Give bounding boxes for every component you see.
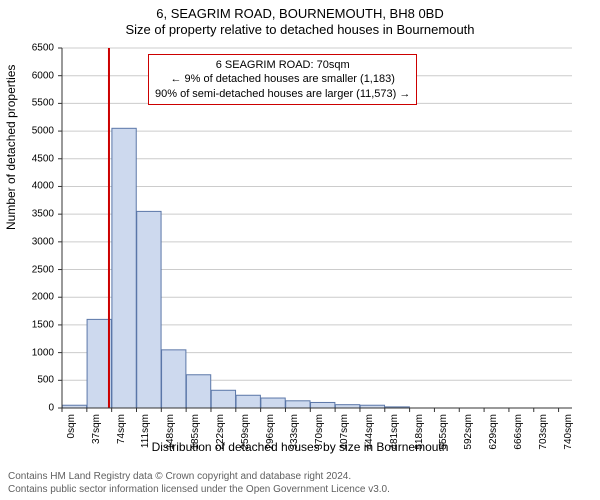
xtick-label: 481sqm <box>389 414 400 464</box>
xtick-label: 518sqm <box>414 414 425 464</box>
xtick-label: 703sqm <box>538 414 549 464</box>
xtick-label: 259sqm <box>240 414 251 464</box>
xtick-label: 222sqm <box>215 414 226 464</box>
xtick-label: 592sqm <box>463 414 474 464</box>
ytick-label: 4500 <box>32 153 54 164</box>
title-line-1: 6, SEAGRIM ROAD, BOURNEMOUTH, BH8 0BD <box>0 6 600 22</box>
ytick-label: 500 <box>37 375 54 386</box>
footer-line-2: Contains public sector information licen… <box>8 484 390 497</box>
xtick-label: 0sqm <box>66 414 77 464</box>
title-block: 6, SEAGRIM ROAD, BOURNEMOUTH, BH8 0BD Si… <box>0 0 600 39</box>
xtick-label: 370sqm <box>314 414 325 464</box>
ytick-label: 1000 <box>32 347 54 358</box>
ytick-label: 0 <box>48 403 54 414</box>
xtick-label: 666sqm <box>513 414 524 464</box>
xtick-label: 185sqm <box>190 414 201 464</box>
title-line-2: Size of property relative to detached ho… <box>0 22 600 38</box>
ytick-label: 2500 <box>32 264 54 275</box>
xtick-label: 333sqm <box>289 414 300 464</box>
ytick-label: 4000 <box>32 181 54 192</box>
chart-container: 6, SEAGRIM ROAD, BOURNEMOUTH, BH8 0BD Si… <box>0 0 600 500</box>
xtick-label: 629sqm <box>488 414 499 464</box>
xtick-label: 444sqm <box>364 414 375 464</box>
xtick-label: 148sqm <box>165 414 176 464</box>
annotation-line-1: 6 SEAGRIM ROAD: 70sqm <box>155 58 410 72</box>
ytick-label: 6500 <box>32 43 54 54</box>
ytick-label: 1500 <box>32 319 54 330</box>
ytick-label: 5500 <box>32 98 54 109</box>
xtick-label: 37sqm <box>91 414 102 464</box>
y-axis-label: Number of detached properties <box>4 65 18 230</box>
xtick-label: 555sqm <box>438 414 449 464</box>
ytick-label: 3000 <box>32 236 54 247</box>
ytick-label: 5000 <box>32 126 54 137</box>
annotation-line-2: ← 9% of detached houses are smaller (1,1… <box>155 72 410 86</box>
annotation-line-3: 90% of semi-detached houses are larger (… <box>155 87 410 101</box>
x-axis-label: Distribution of detached houses by size … <box>0 440 600 454</box>
ytick-label: 2000 <box>32 292 54 303</box>
xtick-label: 296sqm <box>265 414 276 464</box>
ytick-label: 6000 <box>32 70 54 81</box>
xtick-label: 740sqm <box>563 414 574 464</box>
footer-attribution: Contains HM Land Registry data © Crown c… <box>8 471 390 496</box>
ytick-label: 3500 <box>32 209 54 220</box>
xtick-label: 74sqm <box>116 414 127 464</box>
chart-area: 6 SEAGRIM ROAD: 70sqm ← 9% of detached h… <box>62 48 572 408</box>
xtick-label: 407sqm <box>339 414 350 464</box>
footer-line-1: Contains HM Land Registry data © Crown c… <box>8 471 390 484</box>
xtick-label: 111sqm <box>140 414 151 464</box>
annotation-box: 6 SEAGRIM ROAD: 70sqm ← 9% of detached h… <box>148 54 417 105</box>
